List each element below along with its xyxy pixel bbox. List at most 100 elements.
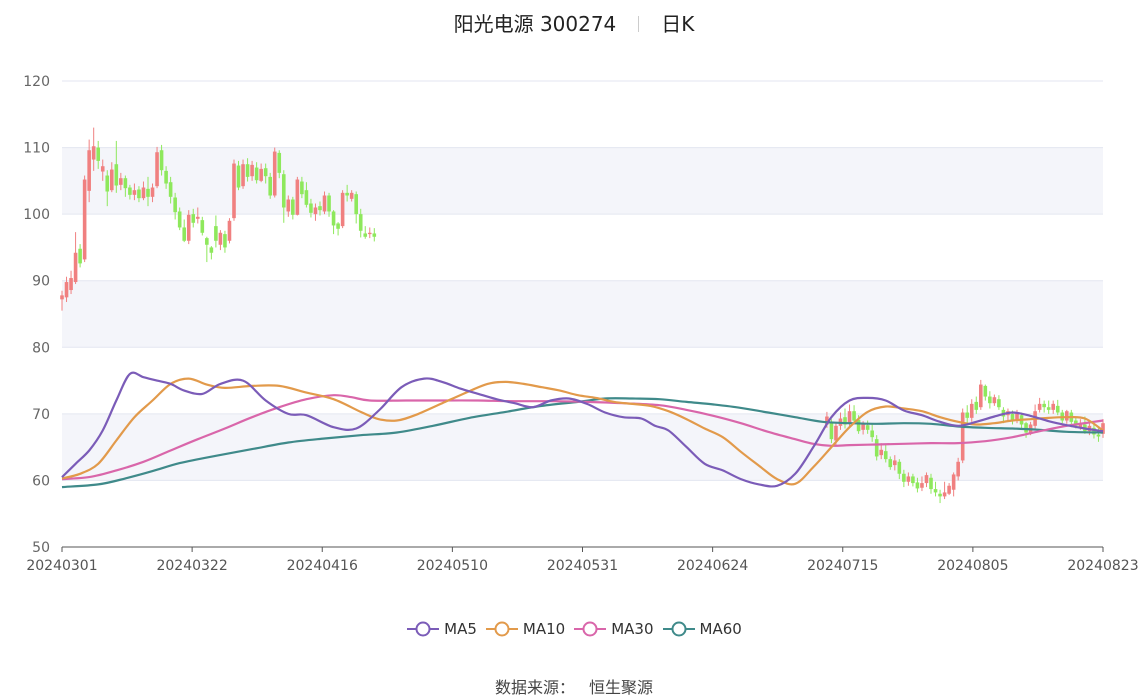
candle-body bbox=[218, 232, 223, 245]
stock-name: 阳光电源 bbox=[453, 12, 534, 36]
legend-marker bbox=[662, 621, 695, 637]
series-line-ma60 bbox=[61, 397, 1104, 489]
x-axis: 20240301 20240322 20240416 20240510 20240531… bbox=[26, 546, 1139, 574]
candle-body bbox=[947, 485, 951, 494]
candle-body bbox=[1024, 423, 1028, 433]
x-tick-label: 20240715 bbox=[807, 558, 878, 574]
legend-label: MA60 bbox=[699, 620, 742, 638]
candle-body bbox=[938, 493, 942, 497]
candle-body bbox=[313, 207, 318, 215]
candle-body bbox=[200, 220, 205, 233]
legend-item-ma10[interactable]: MA10 bbox=[485, 620, 565, 638]
candle-body bbox=[259, 168, 263, 181]
candle-body bbox=[336, 223, 340, 229]
candle-body bbox=[82, 179, 87, 260]
candle-body bbox=[60, 295, 64, 300]
legend-marker bbox=[574, 621, 607, 637]
candle-body bbox=[906, 476, 911, 482]
candle-body bbox=[1055, 405, 1060, 413]
candle-body bbox=[1042, 403, 1046, 408]
candle-body bbox=[978, 384, 983, 408]
chart-title: 阳光电源 300274 日K bbox=[0, 8, 1148, 37]
source-label: 数据来源： bbox=[494, 678, 575, 697]
grid-band bbox=[62, 147, 1103, 215]
candle-body bbox=[1051, 403, 1056, 410]
candle-body bbox=[997, 399, 1001, 408]
legend-marker bbox=[485, 621, 518, 637]
candle-body bbox=[109, 169, 114, 191]
candle-body bbox=[69, 278, 73, 291]
candle-body bbox=[893, 460, 897, 466]
chart-period: 日K bbox=[661, 12, 695, 36]
candle-body bbox=[974, 401, 979, 410]
candle-body bbox=[988, 396, 992, 404]
candle-body bbox=[309, 203, 313, 213]
y-tick-label: 50 bbox=[32, 540, 50, 556]
y-axis: 50 60 70 80 90 100 110 120 bbox=[23, 74, 50, 556]
candle-body bbox=[897, 461, 902, 474]
candle-body bbox=[888, 459, 893, 468]
candle-body bbox=[349, 192, 354, 199]
candle-body bbox=[363, 233, 368, 237]
legend-item-ma5[interactable]: MA5 bbox=[406, 620, 477, 638]
y-tick-label: 110 bbox=[23, 141, 50, 157]
source-value: 恒生聚源 bbox=[589, 678, 654, 697]
legend-item-ma30[interactable]: MA30 bbox=[573, 620, 654, 638]
candle-body bbox=[173, 197, 177, 213]
candle-body bbox=[915, 482, 920, 489]
candle-body bbox=[232, 163, 236, 219]
candle-body bbox=[168, 182, 173, 197]
candle-body bbox=[123, 178, 128, 189]
candle-body bbox=[929, 477, 933, 490]
candle-body bbox=[1101, 423, 1105, 434]
y-tick-label: 120 bbox=[23, 74, 50, 90]
candle-body bbox=[942, 492, 947, 497]
candle-body bbox=[295, 179, 300, 215]
candles bbox=[60, 127, 1105, 504]
candle-body bbox=[146, 188, 150, 197]
candle-body bbox=[281, 174, 286, 208]
legend: MA5 MA10 MA30 MA60 bbox=[0, 620, 1148, 638]
candle-body bbox=[318, 206, 322, 211]
candle-body bbox=[96, 147, 101, 161]
y-tick-label: 60 bbox=[32, 473, 50, 489]
candle-body bbox=[933, 489, 938, 493]
legend-marker bbox=[407, 621, 440, 637]
candle-body bbox=[155, 152, 159, 187]
moving-average-lines bbox=[61, 371, 1104, 489]
candle-body bbox=[992, 397, 997, 404]
candle-body bbox=[1037, 403, 1042, 410]
x-tick-label: 20240823 bbox=[1067, 558, 1138, 574]
candle-body bbox=[91, 146, 96, 160]
legend-item-ma60[interactable]: MA60 bbox=[662, 620, 742, 638]
y-tick-label: 80 bbox=[32, 340, 50, 356]
grid-band bbox=[62, 280, 1103, 348]
candle-body bbox=[1078, 424, 1083, 428]
candle-body bbox=[847, 411, 852, 423]
candle-body bbox=[182, 227, 187, 241]
legend-label: MA30 bbox=[611, 620, 654, 638]
candle-body bbox=[191, 214, 196, 223]
candle-body bbox=[128, 187, 132, 195]
candle-body bbox=[236, 165, 241, 188]
candle-body bbox=[119, 178, 123, 185]
candle-body bbox=[73, 252, 78, 283]
candle-body bbox=[209, 247, 214, 253]
candle-body bbox=[272, 151, 277, 196]
series-line-ma10 bbox=[61, 377, 1104, 486]
candle-body bbox=[277, 152, 282, 173]
candle-body bbox=[861, 423, 865, 430]
candle-body bbox=[331, 211, 336, 226]
candle-body bbox=[1015, 412, 1019, 421]
candle-body bbox=[300, 181, 304, 195]
candle-body bbox=[843, 417, 847, 425]
candle-body bbox=[100, 166, 105, 172]
candle-body bbox=[150, 187, 155, 197]
candle-body bbox=[286, 199, 291, 212]
title-separator bbox=[638, 16, 640, 32]
candle-body bbox=[834, 425, 838, 441]
candle-body bbox=[969, 403, 974, 418]
candle-body bbox=[141, 187, 146, 199]
candle-body bbox=[870, 430, 874, 438]
